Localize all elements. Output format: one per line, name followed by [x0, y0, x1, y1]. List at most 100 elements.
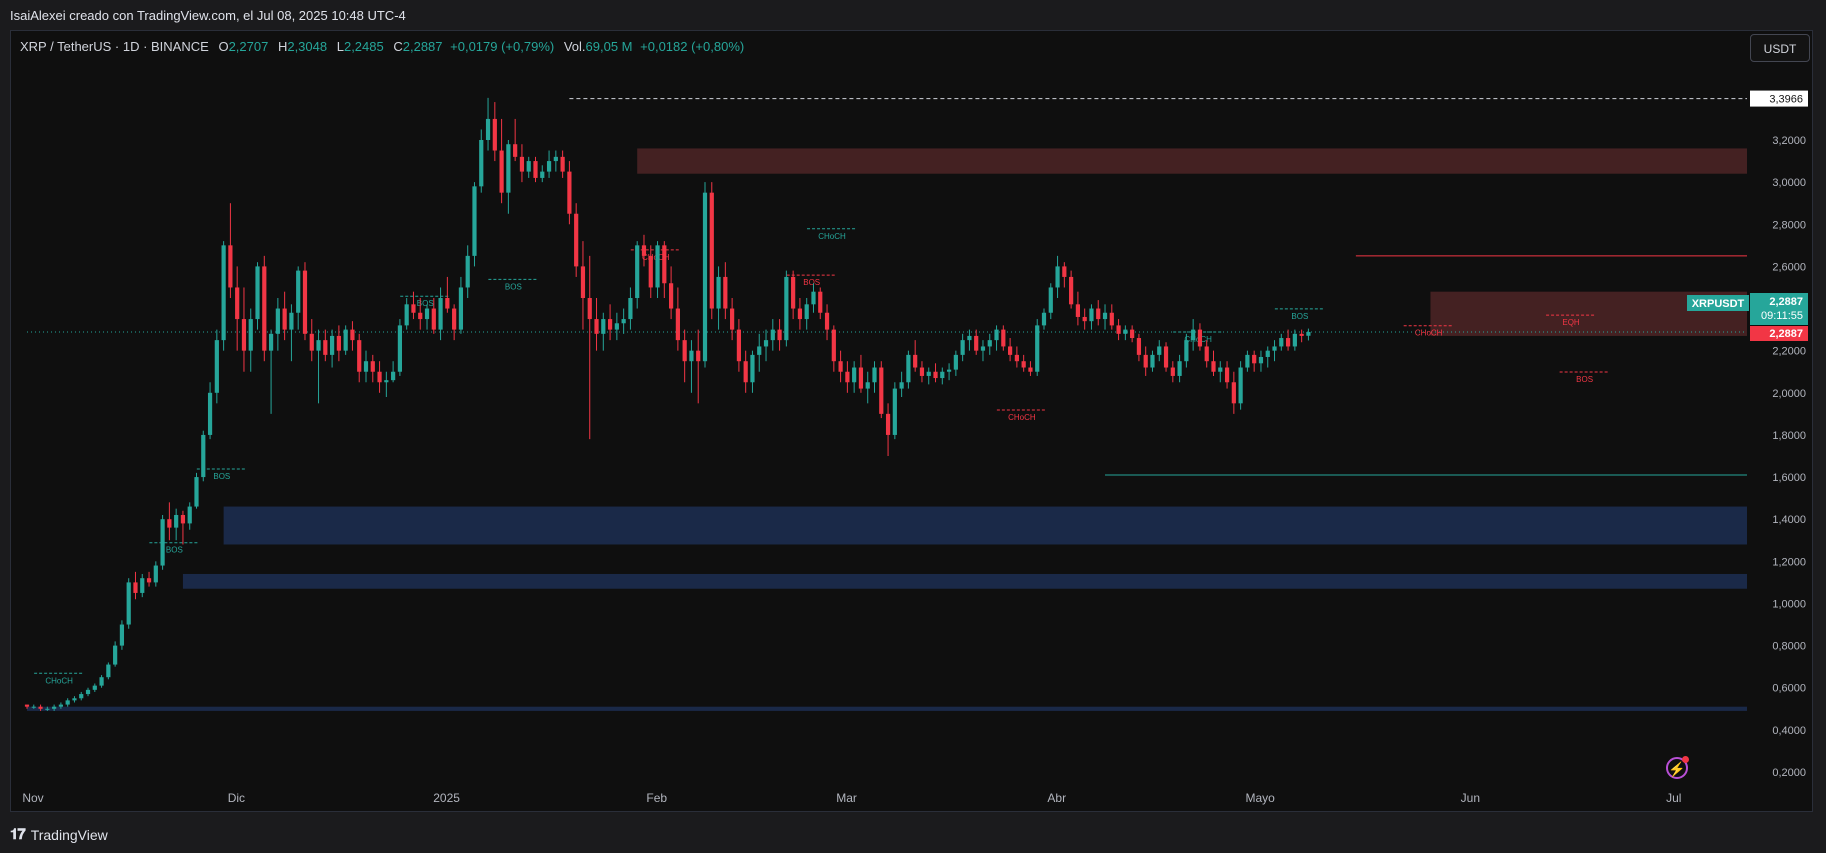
candle-body [770, 329, 775, 341]
candle-body [357, 340, 362, 372]
candle-body [675, 308, 680, 341]
tradingview-brand: TradingView [30, 826, 108, 843]
candle-body [587, 298, 592, 320]
countdown-timer: 09:11:55 [1761, 310, 1803, 322]
tradingview-logo[interactable]: 𝟏𝟕 TradingView [10, 826, 108, 843]
candle-body [174, 514, 179, 528]
demand-zone [182, 573, 1748, 589]
candle-body [526, 161, 531, 172]
candle-body [411, 304, 416, 313]
candle-body [791, 276, 796, 309]
volume-value: 69,05 M [585, 39, 633, 54]
candle-body [845, 371, 850, 383]
structure-label: CHoCH [1415, 329, 1443, 338]
structure-label: BOS [1576, 375, 1593, 384]
close-price-bg [1750, 326, 1808, 341]
x-tick-label: Mayo [1246, 791, 1276, 805]
candle-body [296, 270, 301, 313]
candle-body [804, 304, 809, 320]
candle-body [824, 312, 830, 330]
candle-body [1265, 350, 1270, 357]
candle-body [723, 276, 728, 309]
candle-body [52, 706, 57, 709]
candle-body [1014, 354, 1019, 362]
candle-body [221, 245, 226, 341]
candle-body [1116, 325, 1121, 334]
candle-body [730, 308, 735, 330]
candle-body [262, 266, 267, 351]
candle-body [31, 706, 36, 708]
tradingview-mark-icon: 𝟏𝟕 [10, 826, 26, 843]
candle-body [255, 266, 260, 320]
candle-body [540, 171, 545, 178]
symbol-title[interactable]: XRP / TetherUS · 1D · BINANCE [20, 39, 209, 54]
candle-body [906, 354, 911, 383]
candle-body [465, 255, 470, 288]
candle-body [872, 367, 877, 383]
candle-body [140, 578, 145, 593]
structure-label: BOS [803, 278, 820, 287]
demand-zone [223, 506, 1747, 545]
candle-body [1035, 325, 1040, 372]
candle-body [1258, 356, 1264, 364]
candle-body [702, 192, 708, 362]
candle-body [865, 382, 870, 389]
candle-body [1136, 338, 1142, 355]
candle-body [831, 329, 836, 362]
lightning-icon[interactable]: ⚡ [1666, 756, 1689, 779]
candle-body [1299, 333, 1304, 336]
candle-body [330, 335, 335, 355]
candle-body [350, 329, 355, 341]
candle-body [648, 255, 653, 288]
candle-body [126, 582, 131, 625]
y-tick-label: 1,8000 [1772, 430, 1806, 442]
candle-body [241, 319, 247, 351]
candle-body [655, 245, 660, 288]
candle-body [926, 371, 931, 376]
candle-body [194, 477, 199, 507]
candle-body [1218, 367, 1223, 372]
candle-body [268, 333, 274, 351]
candle-body [404, 304, 409, 326]
volume-change: +0,0182 (+0,80%) [640, 39, 745, 54]
y-tick-label: 0,4000 [1772, 725, 1806, 737]
demand-zone [27, 706, 1747, 711]
candle-body [302, 270, 308, 334]
candle-body [696, 350, 701, 362]
open-value: 2,2707 [228, 39, 269, 54]
y-tick-label: 2,0000 [1772, 388, 1806, 400]
candle-body [153, 565, 158, 583]
candle-body [1184, 340, 1189, 362]
candle-body [438, 298, 443, 330]
candle-body [499, 150, 504, 193]
candle-body [797, 308, 803, 320]
y-tick-label: 1,4000 [1772, 514, 1806, 526]
candle-body [1238, 367, 1243, 404]
high-value: 2,3048 [287, 39, 328, 54]
candle-body [818, 291, 823, 313]
candle-body [1069, 276, 1074, 305]
candle-body [1130, 329, 1135, 339]
x-tick-label: Jul [1666, 791, 1681, 805]
open-label: O [218, 39, 229, 54]
candle-body [553, 156, 558, 162]
symbol-tag: XRPUSDT [1692, 298, 1745, 310]
candle-body [811, 291, 816, 305]
candle-body [1075, 304, 1080, 317]
candle-body [45, 708, 50, 710]
candle-body [852, 367, 857, 383]
candle-body [452, 308, 457, 330]
chart-caption: IsaiAlexei creado con TradingView.com, e… [10, 8, 406, 23]
candle-body [858, 367, 864, 389]
currency-button[interactable]: USDT [1750, 34, 1810, 62]
candle-body [757, 346, 762, 355]
candle-body [1279, 338, 1284, 347]
candle-body [119, 624, 125, 646]
candle-body [994, 329, 999, 341]
candle-body [1306, 331, 1311, 336]
candle-body [777, 329, 782, 341]
candle-body [1150, 354, 1155, 368]
candle-body [1055, 266, 1060, 288]
candle-body [987, 340, 992, 347]
